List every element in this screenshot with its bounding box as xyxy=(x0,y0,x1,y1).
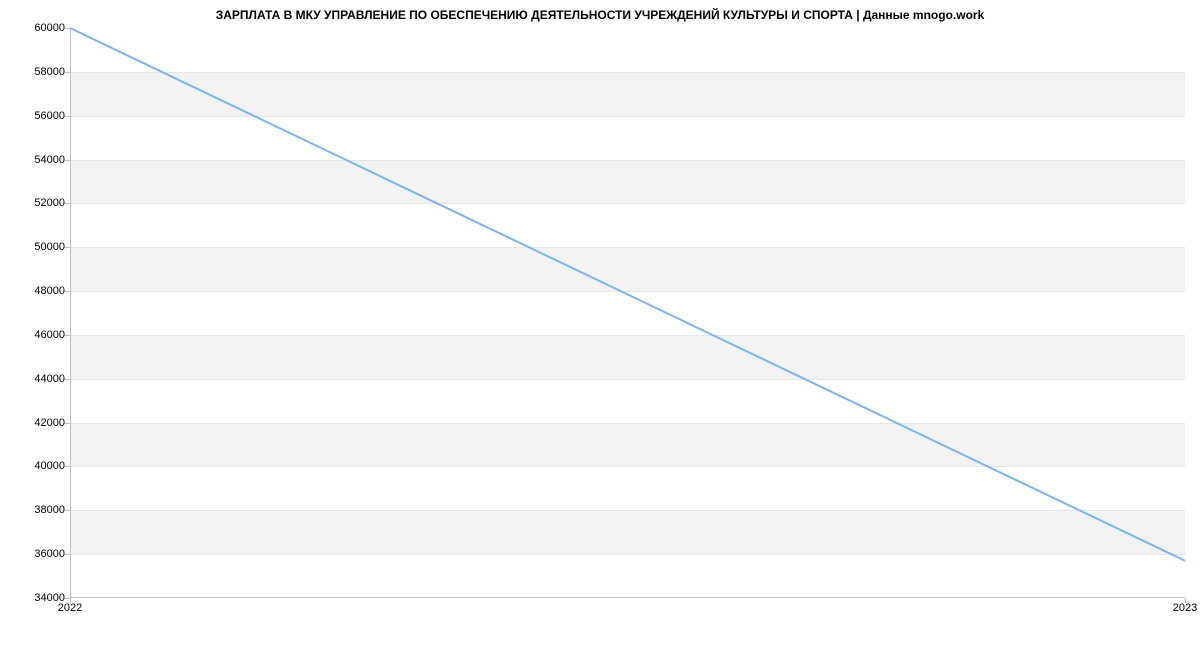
y-tick-label: 42000 xyxy=(34,417,65,429)
y-tick-label: 50000 xyxy=(34,241,65,253)
y-tick-label: 52000 xyxy=(34,197,65,209)
x-tick-label: 2023 xyxy=(1173,602,1197,614)
y-tick-label: 48000 xyxy=(34,285,65,297)
y-tick-label: 60000 xyxy=(34,22,65,34)
y-tick-label: 46000 xyxy=(34,329,65,341)
y-tick-label: 54000 xyxy=(34,154,65,166)
y-tick-label: 44000 xyxy=(34,373,65,385)
x-tick-label: 2022 xyxy=(58,602,82,614)
y-tick-label: 58000 xyxy=(34,66,65,78)
y-tick-label: 40000 xyxy=(34,460,65,472)
chart-title: ЗАРПЛАТА В МКУ УПРАВЛЕНИЕ ПО ОБЕСПЕЧЕНИЮ… xyxy=(0,8,1200,22)
y-tick-label: 38000 xyxy=(34,504,65,516)
y-tick-label: 56000 xyxy=(34,110,65,122)
y-tick-label: 36000 xyxy=(34,548,65,560)
plot-area xyxy=(70,28,1185,598)
series-line xyxy=(70,28,1185,598)
salary-line-chart: ЗАРПЛАТА В МКУ УПРАВЛЕНИЕ ПО ОБЕСПЕЧЕНИЮ… xyxy=(0,0,1200,650)
